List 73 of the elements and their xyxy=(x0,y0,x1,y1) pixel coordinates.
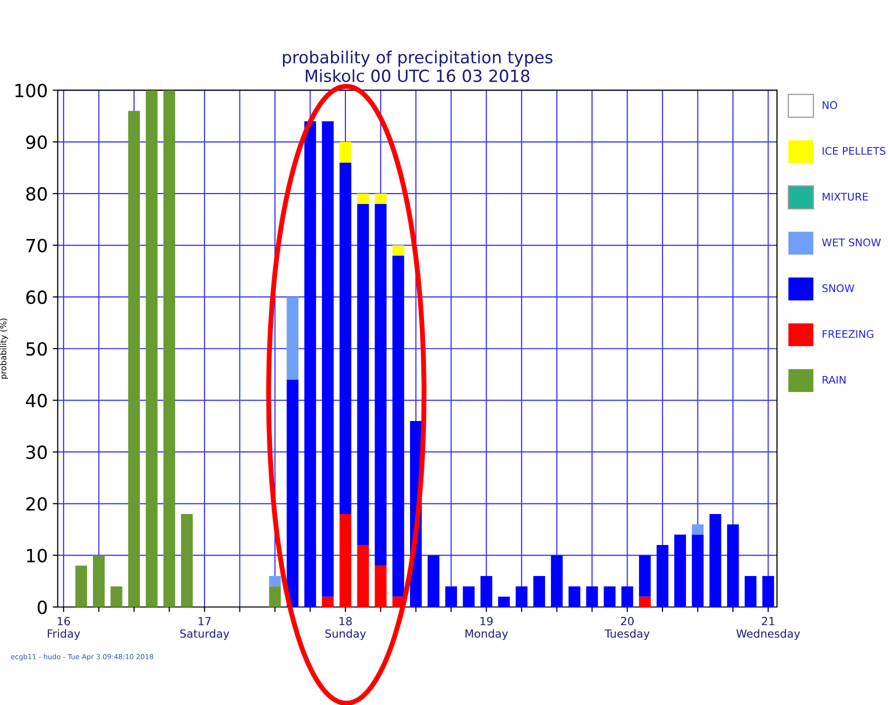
legend-label: WET SNOW xyxy=(822,238,881,246)
bar xyxy=(674,534,686,608)
bar xyxy=(163,90,176,608)
chart-title: probability of precipitation types Miskolc 00 UTC 16 03 2018 xyxy=(282,50,552,82)
x-tick-label: 16 Friday xyxy=(48,616,80,640)
y-tick-label: 100 xyxy=(16,84,47,98)
legend-label: MIXTURE xyxy=(822,192,868,201)
bar xyxy=(498,596,510,608)
x-tick-label: 17 Saturday xyxy=(180,617,230,640)
bar xyxy=(727,524,739,608)
bar xyxy=(533,576,546,608)
y-tick-label: 20 xyxy=(26,497,47,511)
bar xyxy=(357,194,369,204)
bar xyxy=(428,555,440,608)
x-tick-label: 18 Sunday xyxy=(325,616,366,640)
y-tick-label: 10 xyxy=(27,548,47,562)
bar xyxy=(516,586,528,608)
bar xyxy=(340,142,352,163)
bar xyxy=(604,586,616,608)
legend-label: SNOW xyxy=(822,284,854,292)
bar xyxy=(322,596,334,608)
y-tick-label: 90 xyxy=(26,135,47,150)
bar xyxy=(128,110,140,608)
y-tick-label: 80 xyxy=(26,187,47,201)
bar xyxy=(462,586,475,608)
bar xyxy=(550,555,563,608)
legend-label: NO xyxy=(822,101,838,110)
bar xyxy=(621,586,634,608)
y-tick-label: 40 xyxy=(26,394,47,408)
bar xyxy=(744,576,756,608)
bar xyxy=(340,162,352,514)
bar xyxy=(692,534,704,608)
y-tick-label: 50 xyxy=(26,342,47,356)
y-axis-title: probability (%) xyxy=(0,318,8,379)
x-tick-label: 21 Wednesday xyxy=(736,616,800,640)
bar xyxy=(568,586,580,608)
bar xyxy=(269,586,281,608)
bar xyxy=(586,586,598,608)
bar xyxy=(709,514,722,608)
bar xyxy=(110,586,122,608)
bar xyxy=(374,194,387,204)
x-tick-label: 19 Monday xyxy=(466,616,508,640)
bar xyxy=(357,204,369,545)
bar xyxy=(357,544,369,608)
legend-label: ICE PELLETS xyxy=(822,146,886,155)
bar xyxy=(92,555,105,608)
bar xyxy=(374,566,387,608)
bar xyxy=(692,524,704,535)
y-tick-label: 30 xyxy=(26,445,47,460)
bar xyxy=(75,566,88,608)
y-tick-label: 60 xyxy=(26,290,47,304)
bar xyxy=(181,514,193,608)
bar xyxy=(340,514,352,608)
legend-label: FREEZING xyxy=(822,330,874,338)
x-tick-label: 20 Tuesday xyxy=(604,616,650,640)
bar xyxy=(656,544,668,608)
bar xyxy=(445,586,457,608)
bar xyxy=(392,256,404,597)
bar xyxy=(392,245,404,256)
bar xyxy=(286,380,298,608)
bar xyxy=(374,204,387,566)
bar xyxy=(304,121,316,608)
bar xyxy=(480,576,492,608)
legend-label: RAIN xyxy=(822,376,846,384)
bar xyxy=(639,555,651,597)
bar xyxy=(762,576,774,608)
y-tick-label: 0 xyxy=(38,600,47,614)
bar xyxy=(639,596,651,608)
bar xyxy=(322,121,334,597)
bar xyxy=(146,90,158,608)
y-tick-label: 70 xyxy=(26,238,47,252)
bar xyxy=(286,296,298,380)
bar xyxy=(269,576,281,586)
